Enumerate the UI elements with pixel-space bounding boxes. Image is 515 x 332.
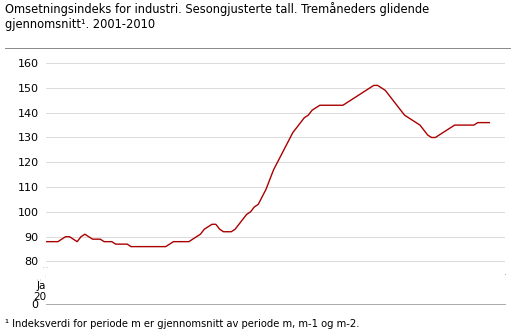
- Text: Omsetningsindeks for industri. Sesongjusterte tall. Tremåneders glidende: Omsetningsindeks for industri. Sesongjus…: [5, 2, 430, 16]
- Text: ¹ Indeksverdi for periode m er gjennomsnitt av periode m, m-1 og m-2.: ¹ Indeksverdi for periode m er gjennomsn…: [5, 319, 359, 329]
- Text: gjennomsnitt¹. 2001-2010: gjennomsnitt¹. 2001-2010: [5, 18, 156, 31]
